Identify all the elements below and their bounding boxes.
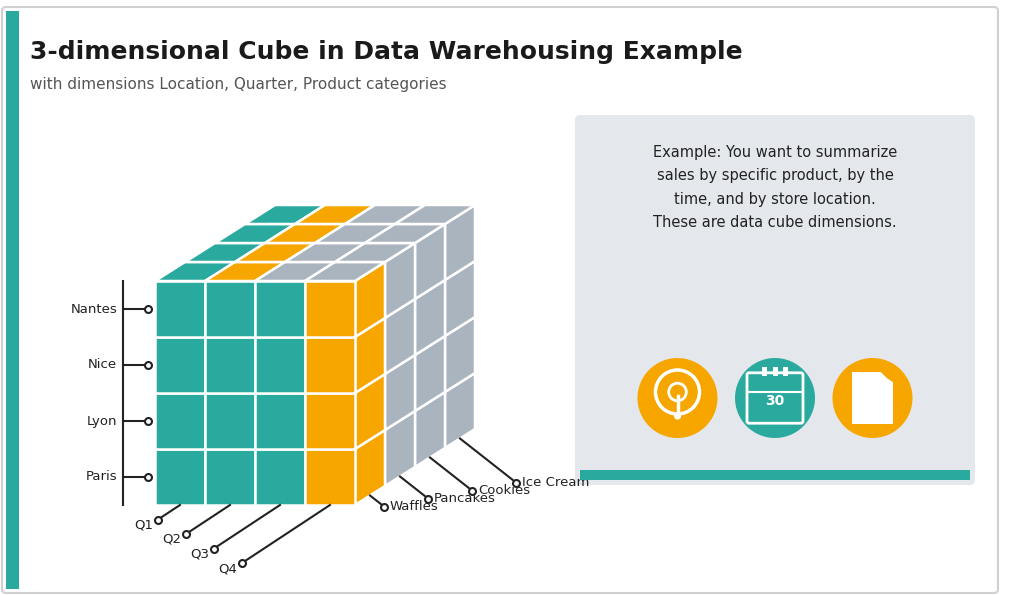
Polygon shape <box>255 337 305 393</box>
Polygon shape <box>205 393 255 449</box>
Polygon shape <box>205 337 255 393</box>
Polygon shape <box>445 373 475 448</box>
Text: with dimensions Location, Quarter, Product categories: with dimensions Location, Quarter, Produ… <box>30 77 446 92</box>
Polygon shape <box>255 449 305 505</box>
Polygon shape <box>415 224 445 299</box>
Polygon shape <box>345 205 425 224</box>
Polygon shape <box>205 281 255 337</box>
Text: Waffles: Waffles <box>390 500 438 513</box>
Polygon shape <box>255 262 335 281</box>
Text: Q1: Q1 <box>134 518 153 531</box>
Bar <box>772 367 777 376</box>
Polygon shape <box>305 281 355 337</box>
Polygon shape <box>385 299 415 374</box>
Text: Nantes: Nantes <box>71 302 117 315</box>
Polygon shape <box>155 262 234 281</box>
Polygon shape <box>881 372 893 383</box>
Bar <box>783 367 787 376</box>
Polygon shape <box>285 243 365 262</box>
Polygon shape <box>445 205 475 280</box>
Polygon shape <box>415 392 445 467</box>
Text: Example: You want to summarize
sales by specific product, by the
time, and by st: Example: You want to summarize sales by … <box>653 145 897 230</box>
Polygon shape <box>305 262 385 281</box>
Polygon shape <box>385 243 415 318</box>
Polygon shape <box>234 243 315 262</box>
Polygon shape <box>155 393 205 449</box>
Polygon shape <box>305 393 355 449</box>
FancyBboxPatch shape <box>575 115 975 485</box>
Text: 30: 30 <box>765 394 784 409</box>
Polygon shape <box>415 336 445 411</box>
Polygon shape <box>205 449 255 505</box>
Polygon shape <box>385 411 415 486</box>
Text: Q3: Q3 <box>190 547 209 560</box>
Polygon shape <box>255 393 305 449</box>
Polygon shape <box>355 430 385 505</box>
Bar <box>580 470 970 480</box>
Polygon shape <box>355 262 385 337</box>
Text: Q2: Q2 <box>162 533 181 546</box>
Text: Lyon: Lyon <box>86 415 117 427</box>
Bar <box>852 372 893 424</box>
Polygon shape <box>305 337 355 393</box>
Polygon shape <box>155 281 205 337</box>
Bar <box>6 11 19 589</box>
Polygon shape <box>305 449 355 505</box>
Polygon shape <box>445 317 475 392</box>
Text: Q4: Q4 <box>218 562 237 575</box>
Polygon shape <box>295 205 375 224</box>
Polygon shape <box>205 262 285 281</box>
Polygon shape <box>395 205 475 224</box>
Text: Pancakes: Pancakes <box>434 492 496 505</box>
Circle shape <box>674 412 681 419</box>
Polygon shape <box>445 261 475 336</box>
Text: Cookies: Cookies <box>478 484 530 497</box>
Polygon shape <box>155 337 205 393</box>
Polygon shape <box>355 318 385 393</box>
Polygon shape <box>365 224 445 243</box>
Polygon shape <box>315 224 395 243</box>
Polygon shape <box>155 449 205 505</box>
Polygon shape <box>255 281 305 337</box>
Polygon shape <box>245 205 325 224</box>
Text: Ice Cream: Ice Cream <box>522 476 590 489</box>
Bar <box>762 367 767 376</box>
Polygon shape <box>415 280 445 355</box>
Polygon shape <box>335 243 415 262</box>
Polygon shape <box>215 224 295 243</box>
Circle shape <box>638 358 718 438</box>
FancyBboxPatch shape <box>2 7 998 593</box>
Circle shape <box>735 358 815 438</box>
Text: 3-dimensional Cube in Data Warehousing Example: 3-dimensional Cube in Data Warehousing E… <box>30 40 742 64</box>
Text: Nice: Nice <box>88 359 117 371</box>
Text: Paris: Paris <box>85 471 117 484</box>
Polygon shape <box>185 243 265 262</box>
Circle shape <box>833 358 912 438</box>
Polygon shape <box>265 224 345 243</box>
Polygon shape <box>385 355 415 430</box>
Polygon shape <box>355 374 385 449</box>
